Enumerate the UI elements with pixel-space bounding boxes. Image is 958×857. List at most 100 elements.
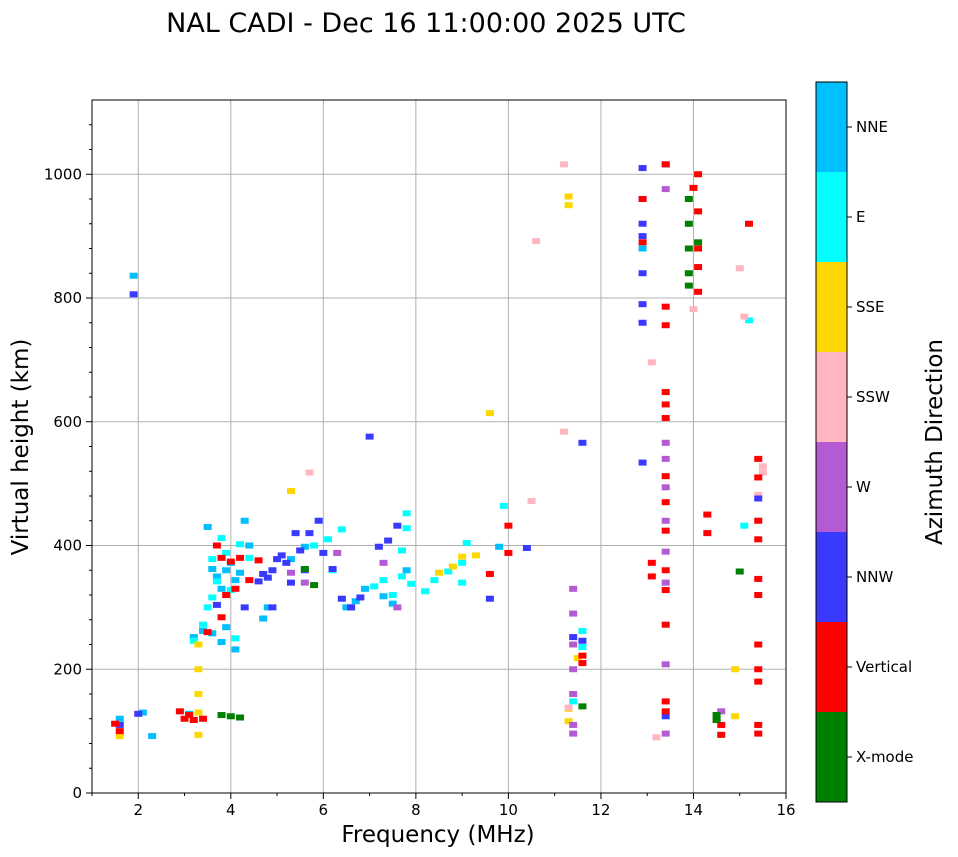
- echo-point: [740, 522, 749, 529]
- echo-point: [115, 733, 124, 740]
- echo-point: [360, 585, 369, 592]
- echo-point: [268, 567, 277, 574]
- echo-point: [754, 666, 763, 673]
- echo-point: [208, 594, 217, 601]
- echo-point: [226, 558, 235, 565]
- echo-point: [754, 536, 763, 543]
- colorbar-tick-label: X-mode: [856, 748, 913, 766]
- echo-point: [744, 220, 753, 227]
- y-tick-label: 200: [53, 660, 82, 678]
- echo-point: [236, 569, 245, 576]
- echo-point: [754, 474, 763, 481]
- echo-point: [347, 604, 356, 611]
- echo-point: [444, 568, 453, 575]
- echo-point: [532, 238, 541, 245]
- echo-point: [286, 569, 295, 576]
- echo-point: [569, 691, 578, 697]
- echo-point: [694, 171, 703, 178]
- echo-point: [236, 541, 245, 548]
- echo-point: [661, 186, 670, 193]
- echo-point: [754, 592, 763, 598]
- echo-point: [286, 488, 295, 495]
- echo-point: [569, 610, 578, 617]
- echo-point: [661, 527, 670, 534]
- echo-point: [397, 573, 406, 580]
- echo-point: [194, 709, 203, 716]
- echo-point: [305, 469, 314, 476]
- colorbar-segment: [816, 622, 847, 712]
- echo-point: [694, 239, 703, 246]
- echo-point: [569, 634, 578, 641]
- colorbar-tick-label: W: [856, 478, 871, 496]
- echo-point: [208, 556, 217, 563]
- echo-point: [731, 666, 740, 673]
- y-axis-label: Virtual height (km): [8, 339, 34, 556]
- x-tick-label: 4: [226, 801, 236, 819]
- echo-point: [569, 730, 578, 737]
- echo-point: [212, 573, 221, 580]
- colorbar-segment: [816, 712, 847, 802]
- x-tick-label: 6: [319, 801, 329, 819]
- echo-point: [208, 630, 217, 637]
- echo-point: [684, 282, 693, 289]
- echo-point: [694, 208, 703, 215]
- echo-point: [314, 517, 323, 524]
- echo-point: [231, 646, 240, 653]
- plot-area: 2 4 6 8 10 12 14 16 0 200 400 600 800 1000: [44, 99, 796, 819]
- echo-point: [342, 604, 351, 611]
- echo-point: [111, 720, 120, 727]
- echo-point: [522, 544, 531, 551]
- echo-point: [217, 712, 226, 719]
- echo-point: [194, 731, 203, 738]
- echo-point: [472, 552, 481, 559]
- echo-point: [115, 721, 124, 728]
- echo-point: [435, 569, 443, 576]
- echo-point: [277, 552, 286, 559]
- echo-point: [189, 634, 198, 641]
- x-axis-ticks: 2 4 6 8 10 12 14 16: [91, 793, 796, 819]
- echo-point: [217, 535, 226, 542]
- echo-point: [638, 233, 647, 240]
- echo-point: [754, 491, 763, 498]
- echo-point: [194, 641, 203, 648]
- echo-point: [717, 721, 726, 728]
- echo-point: [374, 543, 383, 550]
- echo-point: [712, 712, 721, 719]
- echo-point: [379, 559, 388, 566]
- echo-point: [217, 585, 226, 592]
- echo-point: [328, 566, 337, 573]
- echo-point: [310, 582, 319, 589]
- echo-point: [758, 463, 767, 470]
- echo-point: [638, 270, 647, 277]
- echo-point: [661, 455, 670, 462]
- echo-point: [231, 585, 240, 592]
- echo-point: [217, 614, 226, 621]
- echo-point: [231, 577, 240, 584]
- colorbar-frame: [815, 81, 848, 803]
- echo-point: [208, 566, 217, 573]
- echo-point: [430, 577, 439, 584]
- echo-point: [638, 245, 647, 252]
- echo-point: [245, 542, 254, 549]
- echo-point: [458, 559, 467, 566]
- echo-point: [740, 313, 749, 320]
- echo-point: [245, 577, 254, 584]
- echo-point: [245, 554, 254, 561]
- echo-point: [638, 301, 647, 308]
- echo-point: [402, 510, 411, 517]
- echo-point: [754, 517, 763, 524]
- echo-point: [240, 604, 249, 611]
- echo-point: [194, 666, 203, 673]
- echo-point: [323, 536, 332, 543]
- echo-point: [462, 540, 471, 547]
- echo-point: [559, 161, 568, 168]
- echo-point: [569, 666, 578, 673]
- echo-point: [393, 522, 402, 529]
- echo-point: [661, 499, 670, 506]
- echo-point: [388, 600, 397, 607]
- azimuth-colorbar: X-mode Vertical NNW W SSW SSE E NNE: [815, 81, 913, 803]
- series-e: [189, 317, 753, 705]
- echo-point: [268, 604, 277, 611]
- y-tick-label: 400: [53, 537, 82, 555]
- echo-point: [638, 319, 647, 326]
